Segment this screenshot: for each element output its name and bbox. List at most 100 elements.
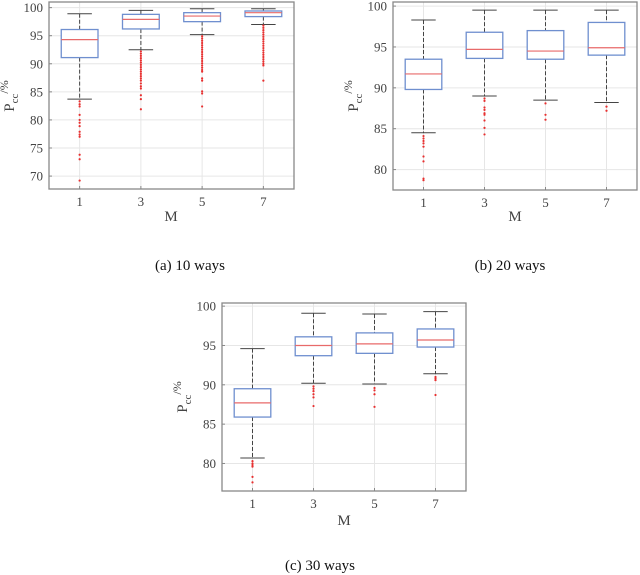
y-axis-label-subscript: cc <box>353 94 365 104</box>
outlier-point <box>262 49 265 52</box>
outlier-point <box>78 130 81 133</box>
y-tick-label: 95 <box>30 28 43 43</box>
outlier-point <box>139 70 142 73</box>
x-tick-label: 5 <box>542 195 549 210</box>
outlier-point <box>251 465 254 468</box>
outlier-point <box>139 72 142 75</box>
x-tick-label: 7 <box>603 195 610 210</box>
outlier-point <box>139 87 142 90</box>
outlier-point <box>483 106 486 109</box>
outlier-point <box>201 46 204 49</box>
y-axis-label-suffix: /% <box>341 80 355 93</box>
plot-frame <box>392 1 638 191</box>
iqr-box <box>526 29 565 60</box>
y-tick-label: 95 <box>203 338 216 353</box>
x-tick-label: 3 <box>138 194 145 209</box>
outlier-point <box>201 44 204 47</box>
outlier-point <box>262 35 265 38</box>
x-tick-label: 3 <box>310 496 317 511</box>
y-tick-label: 75 <box>30 141 43 156</box>
x-tick-label: 7 <box>260 194 267 209</box>
x-axis-label: M <box>164 209 177 225</box>
outlier-point <box>201 66 204 69</box>
y-axis-label-main: P <box>2 103 18 111</box>
outlier-point <box>422 145 425 148</box>
outlier-point <box>201 50 204 54</box>
outlier-point <box>483 133 486 136</box>
outlier-point <box>139 94 142 97</box>
outlier-point <box>373 389 376 392</box>
outlier-point <box>201 57 204 60</box>
outlier-point <box>312 385 315 388</box>
y-axis-label: Pcc/% <box>170 381 194 412</box>
y-axis-label-main: P <box>175 404 191 412</box>
iqr-box <box>587 21 626 56</box>
y-tick-label: 90 <box>374 80 387 95</box>
outlier-point <box>201 68 204 72</box>
x-tick-label: 1 <box>420 195 427 210</box>
outlier-point <box>483 126 486 129</box>
box-5 <box>526 9 565 121</box>
y-tick-label: 100 <box>24 0 44 15</box>
outlier-point <box>139 50 142 53</box>
y-tick-label: 95 <box>374 39 387 54</box>
outlier-point <box>312 390 315 393</box>
outlier-point <box>262 46 265 50</box>
outlier-point <box>201 53 204 56</box>
outlier-point <box>139 61 142 64</box>
outlier-point <box>78 113 81 116</box>
outlier-point <box>201 59 204 63</box>
outlier-point <box>201 39 204 42</box>
outlier-point <box>251 481 254 484</box>
outlier-point <box>544 118 547 121</box>
outlier-point <box>251 460 254 463</box>
box-3 <box>294 312 333 408</box>
outlier-point <box>139 59 142 62</box>
outlier-point <box>262 40 265 43</box>
panel-b: 80 85 90 95 100 1 3 5 7 M Pcc/% (b) 20 ways <box>341 0 638 274</box>
outlier-point <box>139 79 142 82</box>
outlier-point <box>201 55 204 58</box>
outlier-point <box>201 70 204 73</box>
outlier-point <box>201 77 204 80</box>
x-tick-label: 1 <box>76 194 83 209</box>
outlier-point <box>139 54 142 58</box>
outlier-point <box>434 378 437 382</box>
x-tick-label: 5 <box>199 194 206 209</box>
outlier-point <box>139 77 142 80</box>
outlier-point <box>78 125 81 128</box>
outlier-point <box>434 393 437 397</box>
panel-c: 80 85 90 95 100 1 3 5 7 M Pcc/% (c) 30 ways <box>170 299 467 574</box>
outlier-point <box>251 462 254 465</box>
outlier-point <box>373 405 376 408</box>
outlier-point <box>262 58 265 61</box>
outlier-point <box>139 66 142 69</box>
x-axis-label: M <box>337 513 350 529</box>
outlier-point <box>422 137 425 140</box>
y-axis-label-suffix: /% <box>170 381 184 394</box>
iqr-box <box>355 332 394 354</box>
box-7 <box>244 8 283 82</box>
box-3 <box>121 9 160 111</box>
outlier-point <box>422 177 425 180</box>
panel-caption: (c) 30 ways <box>285 558 355 574</box>
y-tick-label: 85 <box>374 121 387 136</box>
y-tick-label: 85 <box>30 84 43 99</box>
outlier-point <box>262 24 265 27</box>
outlier-point <box>422 160 425 163</box>
outlier-point <box>544 102 547 105</box>
outlier-point <box>605 109 608 112</box>
box-1 <box>233 348 272 484</box>
y-tick-label: 80 <box>203 456 216 471</box>
panel-caption: (b) 20 ways <box>475 258 546 274</box>
outlier-point <box>373 393 376 396</box>
outlier-point <box>78 135 81 138</box>
outlier-point <box>262 62 265 65</box>
outlier-point <box>201 105 204 108</box>
outlier-point <box>483 97 486 100</box>
outlier-point <box>422 134 425 138</box>
iqr-box <box>121 13 160 30</box>
outlier-point <box>78 179 81 182</box>
